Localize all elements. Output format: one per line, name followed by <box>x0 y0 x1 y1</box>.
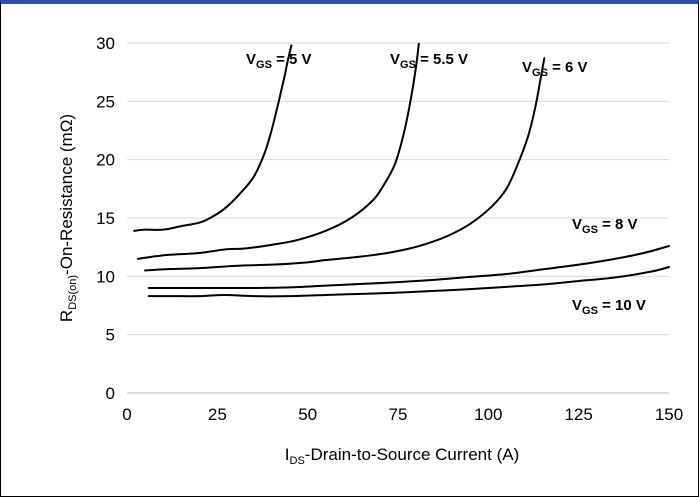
y-tick-label: 25 <box>96 92 115 111</box>
x-tick-label: 100 <box>474 405 502 424</box>
series-line-vgs-6v <box>144 57 546 272</box>
y-axis-title-rest: -On-Resistance (mΩ) <box>57 114 76 275</box>
x-tick-label: 0 <box>122 405 131 424</box>
series-line-vgs-5v <box>133 44 293 232</box>
y-tick-label: 5 <box>106 326 115 345</box>
gridlines <box>127 42 669 336</box>
y-tick-label: 20 <box>96 151 115 170</box>
series-label-vgs-5v: VGS = 5 V <box>246 51 312 71</box>
x-axis-title-main: I <box>285 445 290 464</box>
x-tick-label: 125 <box>564 405 592 424</box>
y-tick-label: 10 <box>96 267 115 286</box>
series-lines <box>133 43 670 298</box>
y-tick-label: 0 <box>106 384 115 403</box>
y-axis-title-sub: DS(on) <box>67 275 79 310</box>
series-labels: VGS = 5 V VGS = 5.5 V VGS = 6 V VGS = 8 V VG… <box>246 51 646 317</box>
y-axis-title-main: R <box>57 310 76 322</box>
series-line-vgs-5-5v <box>136 43 420 260</box>
tick-labels: 0 5 10 15 20 25 30 0 25 50 75 100 125 150 <box>96 34 683 424</box>
x-tick-label: 50 <box>298 405 317 424</box>
x-axis-title-sub: DS <box>290 455 305 467</box>
x-tick-label: 150 <box>655 405 683 424</box>
x-tick-label: 25 <box>208 405 227 424</box>
series-line-vgs-10v <box>147 266 670 298</box>
series-label-vgs-10v: VGS = 10 V <box>572 297 646 317</box>
x-tick-label: 75 <box>389 405 408 424</box>
series-label-vgs-8v: VGS = 8 V <box>572 216 638 236</box>
series-label-vgs-5-5v: VGS = 5.5 V <box>390 51 468 71</box>
x-axis-title-rest: -Drain-to-Source Current (A) <box>305 445 519 464</box>
series-line-vgs-8v <box>147 245 670 290</box>
y-axis-title: RDS(on)-On-Resistance (mΩ) <box>57 114 79 322</box>
x-axis-title: IDS-Drain-to-Source Current (A) <box>285 445 519 467</box>
y-tick-label: 30 <box>96 34 115 53</box>
series-label-vgs-6v: VGS = 6 V <box>522 59 588 79</box>
y-tick-label: 15 <box>96 209 115 228</box>
